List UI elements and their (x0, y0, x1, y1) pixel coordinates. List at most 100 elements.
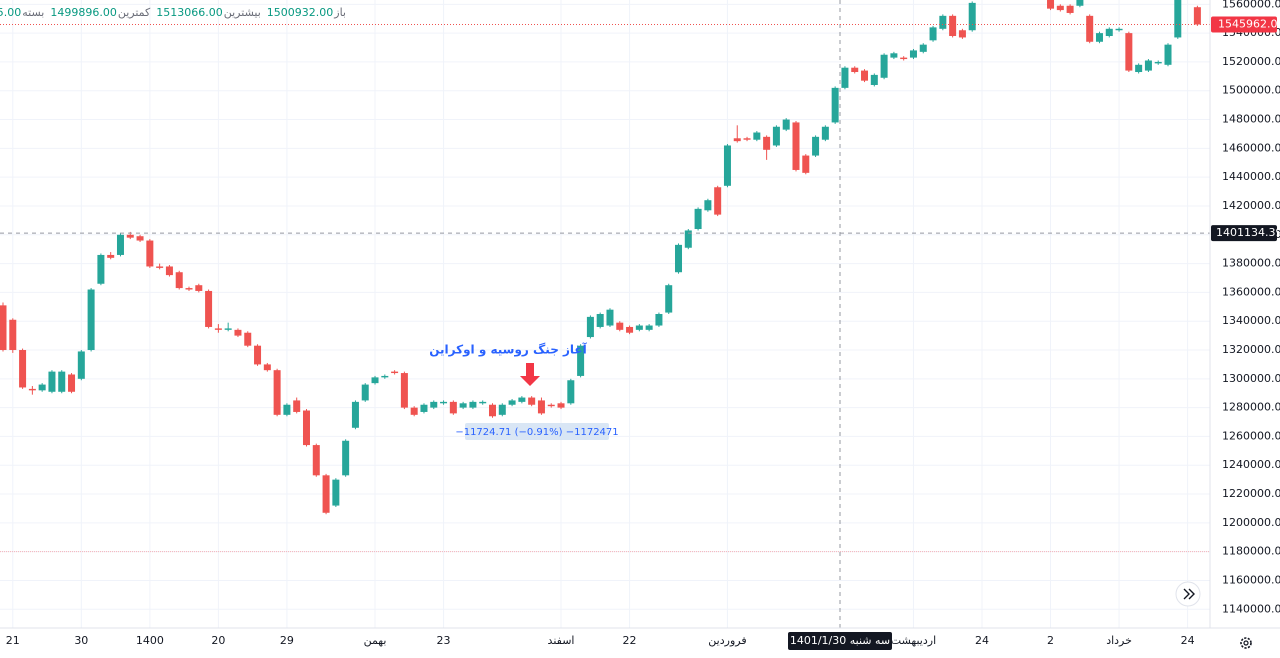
candle-body (1086, 15, 1094, 42)
candle-body (165, 266, 173, 276)
x-tick-label: خرداد (1106, 634, 1132, 647)
candle-body (273, 370, 281, 415)
candle-body (440, 401, 448, 404)
candle-body (890, 53, 898, 58)
ohlc-header: باز1500932.00 بیشترین1513066.00 کمترین1499… (0, 6, 346, 19)
y-tick-label: 1300000.00 (1222, 372, 1280, 385)
candle-body (782, 119, 790, 130)
candle-body (577, 345, 585, 376)
crosshair-price-box (1211, 225, 1277, 242)
candle-body (224, 328, 232, 330)
candle-body (400, 373, 408, 408)
candle-body (361, 384, 369, 401)
candle-body (861, 70, 869, 81)
candle-body (1095, 33, 1103, 42)
ohlc-value: 1499896.00 (50, 6, 117, 19)
candle-body (557, 403, 565, 408)
candle-body (156, 266, 164, 268)
candle-body (714, 187, 722, 215)
candle-body (136, 236, 144, 241)
x-tick-label: اردیبهشت (891, 634, 936, 647)
candle-body (459, 403, 467, 408)
candle-body (322, 475, 330, 513)
plot-area (0, 0, 1210, 628)
x-tick-label: 21 (6, 634, 20, 647)
candle-body (949, 15, 957, 37)
y-tick-label: 1380000.00 (1222, 257, 1280, 270)
x-tick-label: 30 (74, 634, 88, 647)
ohlc-label: کمترین (117, 6, 151, 19)
candle-body (919, 44, 927, 52)
candle-body (469, 401, 477, 408)
candle-body (195, 285, 203, 291)
candle-body (508, 400, 516, 405)
measure-box (465, 423, 609, 440)
candle-body (283, 404, 291, 415)
candle-body (254, 345, 262, 365)
candle-body (185, 288, 193, 290)
candle-body (812, 136, 820, 156)
candle-body (1047, 0, 1055, 9)
candle-body (410, 407, 418, 415)
candle-body (586, 316, 594, 338)
candle-body (1115, 28, 1123, 31)
candle-body (293, 400, 301, 412)
x-tick-label: 20 (211, 634, 225, 647)
x-tick-label: 1400 (136, 634, 164, 647)
candle-body (302, 410, 310, 446)
candle-body (244, 332, 252, 346)
candle-body (342, 440, 350, 476)
candle-body (332, 479, 340, 506)
candle-body (146, 240, 154, 267)
candle-body (665, 285, 673, 313)
candle-body (1105, 28, 1113, 37)
candle-body (205, 290, 213, 327)
last-price-box (1211, 16, 1277, 33)
y-tick-label: 1320000.00 (1222, 343, 1280, 356)
ohlc-label: بیشترین (223, 6, 261, 19)
y-tick-label: 1440000.00 (1222, 170, 1280, 183)
y-tick-label: 1200000.00 (1222, 516, 1280, 529)
candle-body (645, 325, 653, 330)
candle-body (684, 230, 692, 248)
y-tick-label: 1280000.00 (1222, 401, 1280, 414)
candle-body (1174, 0, 1182, 38)
candle-body (87, 289, 95, 351)
candle-body (1066, 5, 1074, 13)
candle-body (929, 27, 937, 41)
candle-body (479, 401, 487, 404)
candle-body (48, 371, 56, 392)
candle-body (831, 87, 839, 123)
candle-body (743, 138, 751, 140)
candle-body (28, 388, 36, 391)
settings-button[interactable] (1240, 637, 1252, 649)
ohlc-value: 1513066.00 (156, 6, 223, 19)
x-tick-label: اسفند (548, 634, 575, 647)
candle-body (537, 400, 545, 414)
candle-body (116, 234, 124, 255)
candle-body (772, 126, 780, 146)
candle-body (802, 155, 810, 173)
annotation: آغاز جنگ روسیه و اوکراین (429, 342, 587, 358)
y-tick-label: 1340000.00 (1222, 314, 1280, 327)
y-tick-label: 1560000.00 (1222, 0, 1280, 10)
y-tick-label: 1480000.00 (1222, 113, 1280, 126)
candle-body (655, 314, 663, 326)
candle-body (430, 401, 438, 408)
scroll-button[interactable] (1175, 581, 1201, 607)
y-tick-label: 1160000.00 (1222, 573, 1280, 586)
x-tick-label: 24 (1181, 634, 1195, 647)
candle-body (351, 401, 359, 428)
y-tick-label: 1240000.00 (1222, 458, 1280, 471)
candle-body (1144, 60, 1152, 71)
candle-body (606, 309, 614, 326)
annotation-arrow (520, 363, 540, 386)
candle-body (214, 328, 222, 330)
candle-body (312, 445, 320, 476)
axes: 1140000.00 1160000.00 1180000.00 1200000.00… (6, 0, 1280, 650)
y-tick-label: 1460000.00 (1222, 141, 1280, 154)
crosshair-date-box (788, 632, 892, 650)
candle-body (234, 329, 242, 336)
x-tick-label: 29 (280, 634, 294, 647)
